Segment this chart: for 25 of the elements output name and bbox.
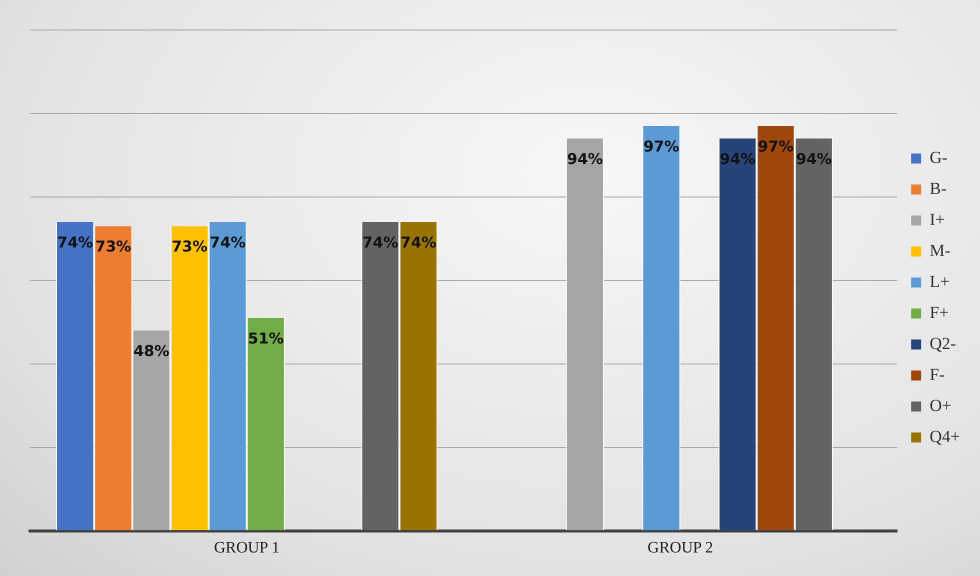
x-tick-label: GROUP 2	[648, 540, 714, 557]
data-label: 74%	[210, 233, 246, 252]
legend-label: F+	[930, 302, 949, 322]
x-tick-label: GROUP 1	[214, 540, 280, 557]
data-label: 97%	[758, 137, 794, 156]
data-label: 94%	[567, 150, 603, 168]
legend-label: B-	[930, 178, 947, 198]
data-label: 73%	[172, 238, 208, 256]
legend-label: L+	[930, 272, 950, 291]
legend-label: I+	[930, 210, 945, 229]
legend-label: Q4+	[930, 426, 960, 446]
data-label: 48%	[133, 342, 170, 360]
data-label: 94%	[720, 150, 756, 168]
legend-label: F-	[930, 364, 946, 384]
data-label: 74%	[57, 233, 94, 252]
data-label: 97%	[643, 137, 680, 156]
data-label: 73%	[95, 238, 132, 256]
legend-label: M-	[930, 240, 951, 260]
legend-label: O+	[930, 396, 952, 415]
data-label: 94%	[796, 150, 832, 168]
legend-label: G-	[930, 148, 948, 167]
data-label: 74%	[400, 233, 436, 252]
legend-label: Q2-	[930, 334, 956, 353]
data-label: 74%	[362, 233, 398, 252]
data-label: 51%	[248, 329, 284, 348]
